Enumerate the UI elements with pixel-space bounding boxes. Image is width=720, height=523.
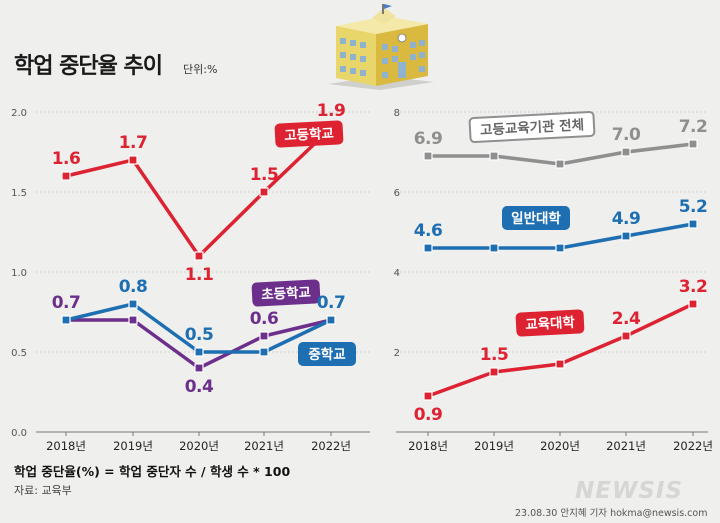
data-label: 7.0: [612, 125, 641, 145]
page-title: 학업 중단율 추이: [14, 54, 163, 79]
series-legend: 교육대학: [515, 309, 585, 337]
y-tick-label: 0.5: [11, 348, 27, 359]
data-label: 0.7: [317, 293, 346, 313]
x-tick-label: 2021년: [606, 439, 646, 453]
source-note: 자료: 교육부: [14, 484, 72, 497]
legend-box: [502, 206, 570, 230]
data-point: [555, 159, 565, 169]
data-point: [259, 187, 269, 197]
legend-label: 초등학교: [261, 285, 311, 304]
data-point: [688, 299, 698, 309]
data-label: 1.6: [52, 149, 81, 169]
data-label: 1.7: [119, 133, 148, 153]
data-point: [259, 331, 269, 341]
formula-note: 학업 중단율(%) = 학업 중단자 수 / 학생 수 * 100: [14, 464, 291, 479]
data-point: [423, 151, 433, 161]
data-label: 0.6: [250, 309, 279, 329]
x-tick-label: 2019년: [474, 439, 514, 453]
x-tick-label: 2018년: [408, 439, 448, 453]
data-label: 0.8: [119, 277, 148, 297]
data-point: [423, 391, 433, 401]
data-point: [688, 139, 698, 149]
data-point: [489, 243, 499, 253]
series-legend: 일반대학: [502, 206, 570, 230]
data-point: [194, 363, 204, 373]
legend-label: 중학교: [308, 347, 345, 363]
data-point: [489, 367, 499, 377]
newsis-logo: NEWSIS: [575, 478, 684, 504]
data-point: [489, 151, 499, 161]
data-label: 1.9: [317, 101, 346, 121]
school-building-icon: [328, 4, 434, 90]
legend-box: [251, 279, 321, 307]
data-label: 1.5: [250, 165, 279, 185]
series-legend: 초등학교: [251, 279, 321, 307]
data-point: [61, 171, 71, 181]
data-point: [621, 331, 631, 341]
y-tick-label: 4: [394, 268, 400, 279]
data-point: [555, 243, 565, 253]
data-point: [61, 315, 71, 325]
series-legend: 고등학교: [274, 120, 344, 148]
x-tick-label: 2021년: [244, 439, 284, 453]
data-label: 6.9: [414, 129, 443, 149]
data-point: [194, 251, 204, 261]
series-legend: 중학교: [298, 342, 356, 366]
y-tick-label: 2.0: [11, 108, 27, 119]
y-tick-label: 1.0: [11, 268, 27, 279]
data-label: 0.5: [185, 325, 214, 345]
data-label: 7.2: [679, 117, 708, 137]
data-point: [194, 347, 204, 357]
legend-label: 일반대학: [511, 210, 561, 227]
data-label: 2.4: [612, 309, 641, 329]
x-tick-label: 2019년: [113, 439, 153, 453]
data-label: 4.6: [414, 221, 443, 241]
x-tick-label: 2020년: [540, 439, 580, 453]
x-tick-label: 2018년: [46, 439, 86, 453]
data-point: [688, 219, 698, 229]
data-label: 0.4: [185, 377, 214, 397]
legend-box: [515, 309, 585, 337]
data-point: [326, 315, 336, 325]
data-point: [621, 231, 631, 241]
x-tick-label: 2020년: [179, 439, 219, 453]
data-label: 3.2: [679, 277, 708, 297]
data-point: [621, 147, 631, 157]
legend-label: 고등학교: [284, 126, 334, 145]
legend-label: 고등교육기관 전체: [480, 116, 585, 138]
y-tick-label: 2: [394, 348, 400, 359]
y-tick-label: 0.0: [11, 428, 27, 439]
credit-note: 23.08.30 안지혜 기자 hokma@newsis.com: [515, 508, 708, 519]
x-tick-label: 2022년: [311, 439, 351, 453]
legend-box: [298, 342, 356, 366]
data-label: 5.2: [679, 197, 708, 217]
legend-box: [468, 110, 596, 144]
legend-box: [274, 120, 344, 148]
data-point: [128, 299, 138, 309]
y-tick-label: 6: [394, 188, 400, 199]
series-legend: 고등교육기관 전체: [468, 110, 596, 144]
data-point: [423, 243, 433, 253]
legend-label: 교육대학: [525, 315, 576, 334]
data-label: 1.1: [185, 265, 214, 285]
data-label: 1.5: [480, 345, 509, 365]
data-label: 0.9: [414, 405, 443, 425]
data-point: [128, 155, 138, 165]
x-tick-label: 2022년: [673, 439, 713, 453]
data-point: [259, 347, 269, 357]
data-point: [128, 315, 138, 325]
data-label: 4.9: [612, 209, 641, 229]
data-label: 0.7: [52, 293, 81, 313]
y-tick-label: 1.5: [11, 188, 27, 199]
unit-label: 단위:%: [183, 63, 218, 76]
data-point: [555, 359, 565, 369]
y-tick-label: 8: [394, 108, 400, 119]
